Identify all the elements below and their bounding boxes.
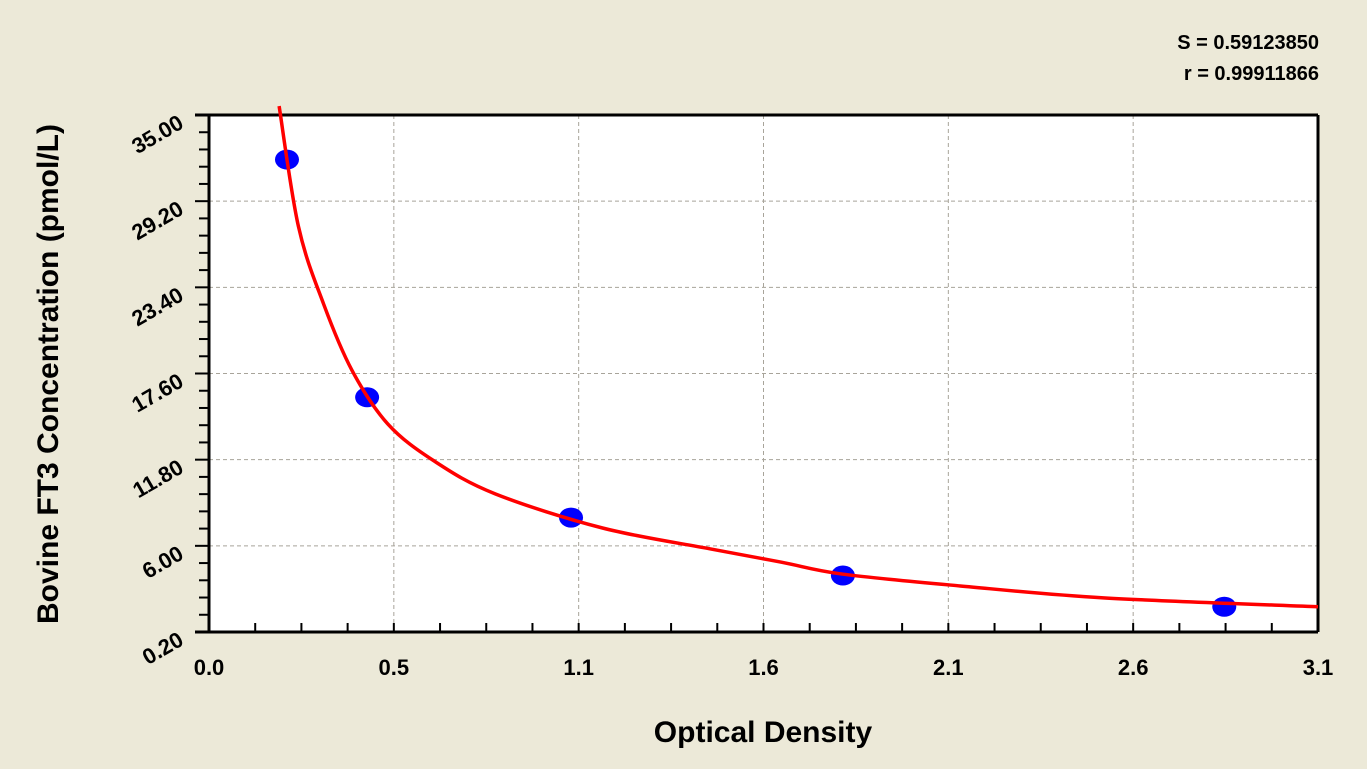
y-tick-label: 29.20 bbox=[127, 196, 187, 245]
y-tick-label: 6.00 bbox=[138, 541, 188, 584]
x-tick-label: 0.0 bbox=[194, 655, 225, 680]
y-tick-label: 17.60 bbox=[127, 368, 187, 417]
y-axis-ticks: 0.20 6.00 11.80 17.60 23.40 29.20 35.00 bbox=[127, 110, 187, 670]
y-tick-label: 0.20 bbox=[138, 627, 188, 670]
x-tick-label: 2.6 bbox=[1118, 655, 1149, 680]
gridlines bbox=[209, 115, 1318, 632]
r-value: r = 0.99911866 bbox=[1183, 63, 1319, 85]
y-tick-label: 35.00 bbox=[127, 110, 187, 159]
x-axis-label: Optical Density bbox=[654, 716, 873, 749]
y-tick-label: 11.80 bbox=[128, 454, 187, 503]
fit-statistics: S = 0.59123850 r = 0.99911866 bbox=[1177, 28, 1319, 90]
x-tick-label: 2.1 bbox=[933, 655, 964, 680]
x-tick-label: 0.5 bbox=[379, 655, 410, 680]
x-axis-ticks: 0.0 0.5 1.1 1.6 2.1 2.6 3.1 bbox=[194, 655, 1334, 680]
x-tick-label: 1.1 bbox=[563, 655, 594, 680]
s-value: S = 0.59123850 bbox=[1177, 32, 1319, 54]
y-tick-label: 23.40 bbox=[127, 282, 187, 331]
y-axis-label: Bovine FT3 Concentration (pmol/L) bbox=[32, 124, 65, 624]
x-tick-label: 3.1 bbox=[1303, 655, 1334, 680]
fitted-curve bbox=[277, 105, 1319, 609]
axes bbox=[195, 113, 1320, 634]
data-point bbox=[1212, 596, 1237, 617]
x-tick-label: 1.6 bbox=[748, 655, 779, 680]
